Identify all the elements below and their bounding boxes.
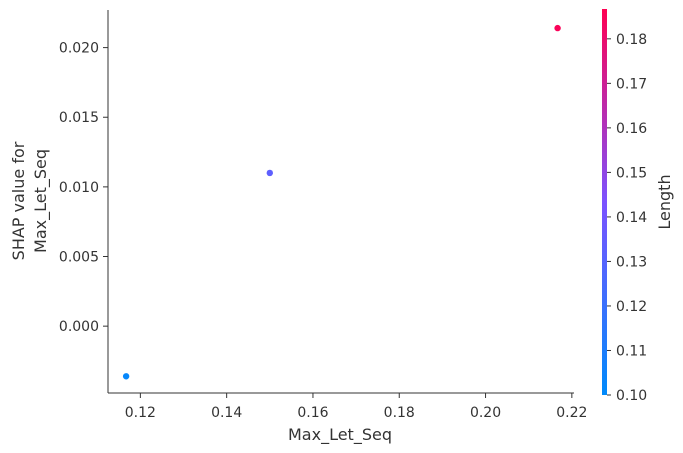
y-tick-label: 0.020: [59, 41, 99, 57]
colorbar-ticks: 0.10 0.11 0.12 0.13 0.14 0.15 0.16 0.17 0.18: [607, 32, 647, 404]
colorbar-tick-label: 0.12: [616, 299, 647, 315]
y-axis-label-line-2: Max_Let_Seq: [31, 149, 51, 253]
x-tick-label: 0.14: [211, 405, 242, 421]
data-point: [554, 24, 561, 32]
plot-area: 0.12 0.14 0.16 0.18 0.20 0.22 0.000 0.005 0.010…: [59, 10, 587, 421]
colorbar-tick-label: 0.16: [616, 121, 647, 137]
colorbar-tick-label: 0.11: [616, 343, 647, 359]
x-tick-label: 0.22: [556, 405, 587, 421]
colorbar-tick-label: 0.13: [616, 254, 647, 270]
x-tick-label: 0.20: [470, 405, 501, 421]
data-point: [266, 169, 274, 177]
x-ticks: 0.12 0.14 0.16 0.18 0.20 0.22: [125, 393, 587, 421]
y-tick-label: 0.015: [59, 110, 99, 126]
colorbar-gradient: [602, 9, 607, 395]
y-axis-label-line-1: SHAP value for: [9, 141, 28, 260]
x-tick-label: 0.12: [125, 405, 156, 421]
colorbar-tick-label: 0.14: [616, 210, 647, 226]
x-axis-label: Max_Let_Seq: [288, 425, 392, 445]
y-axis-label: SHAP value for Max_Let_Seq: [9, 141, 51, 260]
x-tick-label: 0.16: [297, 405, 328, 421]
colorbar: 0.10 0.11 0.12 0.13 0.14 0.15 0.16 0.17 0.18 Len…: [602, 9, 674, 404]
colorbar-tick-label: 0.18: [616, 32, 647, 48]
y-tick-label: 0.010: [59, 180, 99, 196]
y-tick-label: 0.005: [59, 250, 99, 266]
colorbar-tick-label: 0.10: [616, 388, 647, 404]
data-point: [122, 373, 130, 380]
data-points: [122, 24, 561, 380]
x-tick-label: 0.18: [384, 405, 415, 421]
y-ticks: 0.000 0.005 0.010 0.015 0.020: [59, 41, 108, 335]
colorbar-tick-label: 0.15: [616, 165, 647, 181]
colorbar-label: Length: [655, 174, 674, 229]
colorbar-tick-label: 0.17: [616, 76, 647, 92]
y-tick-label: 0.000: [59, 319, 99, 335]
